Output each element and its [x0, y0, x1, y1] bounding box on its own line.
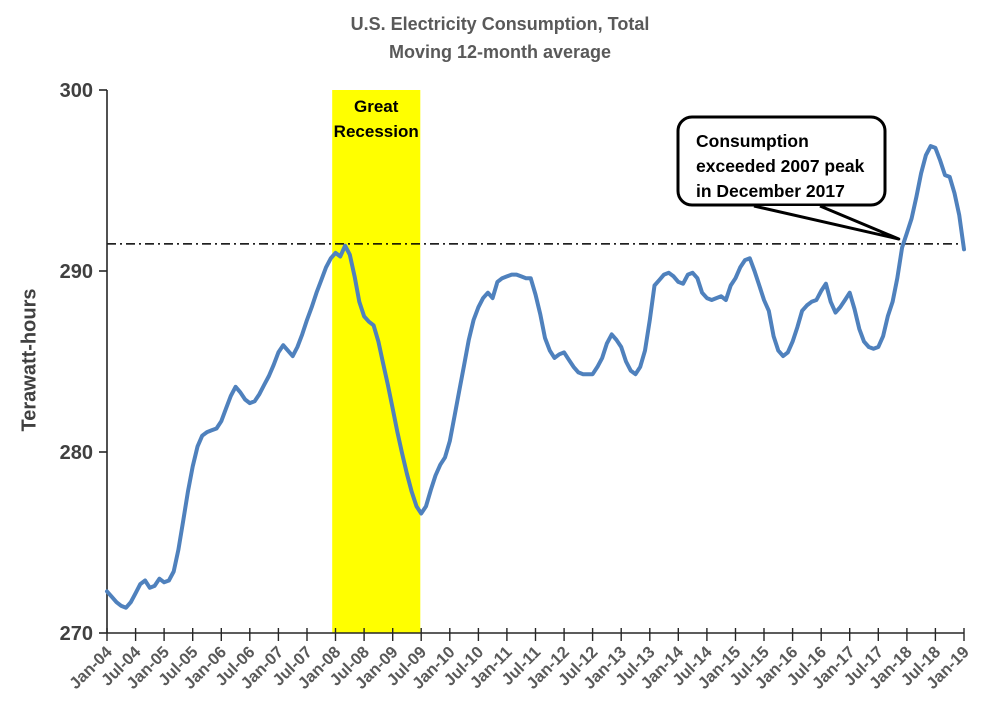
y-tick-label: 300	[60, 80, 93, 102]
recession-band	[332, 90, 421, 633]
chart-title: U.S. Electricity Consumption, Total	[350, 14, 650, 34]
annotation-text-line: Consumption	[696, 131, 809, 151]
annotation-text-line: exceeded 2007 peak	[696, 156, 865, 176]
y-tick-label: 270	[60, 623, 93, 645]
recession-band-label: Great	[354, 97, 399, 116]
chart-subtitle: Moving 12-month average	[388, 42, 612, 62]
y-tick-label: 280	[60, 442, 93, 464]
recession-band-label: Recession	[334, 122, 419, 141]
y-tick-label: 290	[60, 261, 93, 283]
annotation-callout-tail	[753, 204, 901, 241]
annotation-text-line: in December 2017	[696, 181, 845, 201]
consumption-line	[105, 144, 966, 610]
chart-title-block: U.S. Electricity Consumption, Total Movi…	[0, 10, 1000, 66]
annotation-callout-box	[676, 115, 887, 207]
